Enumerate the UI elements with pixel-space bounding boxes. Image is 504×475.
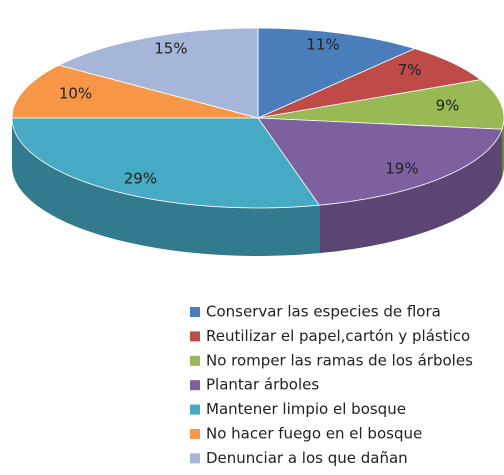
- data-label: 29%: [124, 170, 157, 188]
- slice: [257, 79, 504, 130]
- slice: [257, 117, 503, 206]
- legend-swatch: [190, 380, 200, 391]
- legend-swatch: [190, 307, 200, 317]
- data-label: 10%: [59, 85, 92, 103]
- slice: [57, 27, 259, 119]
- legend-label: Mantener limpio el bosque: [206, 400, 406, 418]
- slice: [257, 27, 416, 119]
- slice: [257, 48, 482, 119]
- slice-side: [12, 118, 320, 256]
- data-label: 15%: [154, 40, 187, 58]
- data-label: 7%: [398, 61, 422, 79]
- legend-label: Conservar las especies de flora: [206, 303, 441, 321]
- legend-label: No romper las ramas de los árboles: [206, 351, 473, 369]
- data-label: 19%: [385, 160, 418, 178]
- legend-label: No hacer fuego en el bosque: [206, 425, 422, 443]
- legend-swatch: [190, 355, 200, 366]
- data-label: 11%: [306, 36, 339, 54]
- legend-label: Plantar árboles: [206, 376, 319, 394]
- legend-label: Denunciar a los que dañan: [206, 449, 408, 467]
- legend-label: Reutilizar el papel,cartón y plástico: [206, 327, 470, 345]
- slice-side: [319, 129, 503, 254]
- legend-swatch: [190, 331, 200, 342]
- legend-swatch: [190, 453, 200, 464]
- data-label: 9%: [436, 96, 460, 114]
- legend-swatch: [190, 429, 200, 439]
- slice: [11, 117, 320, 209]
- slice: [11, 64, 259, 119]
- legend-swatch: [190, 404, 200, 415]
